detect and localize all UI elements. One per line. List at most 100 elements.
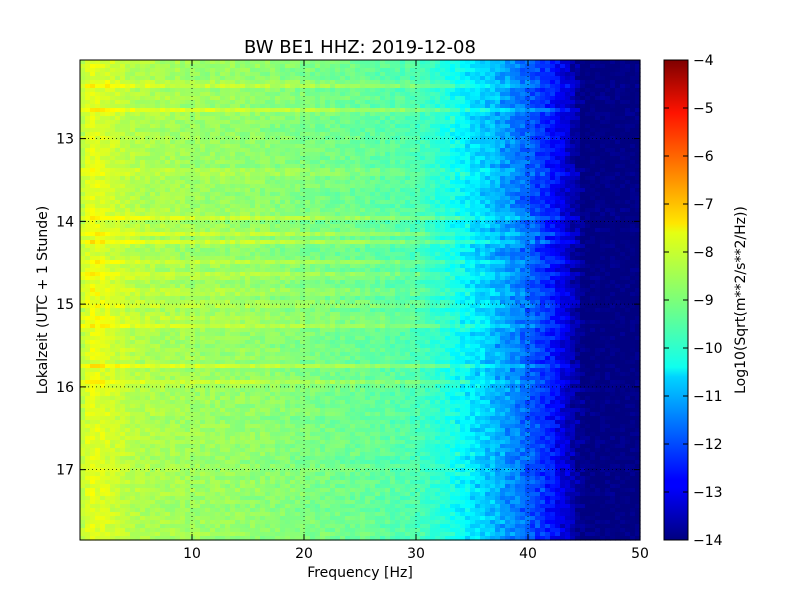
heatmap-cell (125, 212, 131, 217)
heatmap-cell (515, 140, 521, 145)
heatmap-cell (415, 72, 421, 77)
heatmap-cell (635, 148, 641, 153)
heatmap-cell (615, 76, 621, 81)
heatmap-cell (315, 128, 321, 133)
heatmap-cell (455, 212, 461, 217)
heatmap-cell (385, 60, 391, 65)
heatmap-cell (460, 164, 466, 169)
heatmap-cell (90, 112, 96, 117)
heatmap-cell (550, 104, 556, 109)
heatmap-cell (495, 104, 501, 109)
heatmap-cell (430, 200, 436, 205)
heatmap-cell (85, 228, 91, 233)
heatmap-cell (580, 136, 586, 141)
heatmap-cell (525, 204, 531, 209)
heatmap-cell (550, 140, 556, 145)
heatmap-cell (420, 112, 426, 117)
heatmap-cell (135, 120, 141, 125)
heatmap-cell (585, 132, 591, 137)
heatmap-cell (510, 140, 516, 145)
heatmap-cell (300, 156, 306, 161)
heatmap-cell (215, 232, 221, 237)
heatmap-cell (390, 168, 396, 173)
heatmap-cell (315, 160, 321, 165)
heatmap-cell (310, 184, 316, 189)
heatmap-cell (150, 232, 156, 237)
heatmap-cell (210, 160, 216, 165)
heatmap-cell (550, 172, 556, 177)
heatmap-cell (365, 116, 371, 121)
heatmap-cell (480, 232, 486, 237)
heatmap-cell (135, 176, 141, 181)
heatmap-cell (405, 148, 411, 153)
heatmap-cell (320, 68, 326, 73)
heatmap-cell (135, 116, 141, 121)
heatmap-cell (290, 104, 296, 109)
heatmap-cell (425, 124, 431, 129)
heatmap-cell (270, 192, 276, 197)
heatmap-cell (330, 160, 336, 165)
heatmap-cell (240, 124, 246, 129)
heatmap-cell (340, 160, 346, 165)
heatmap-cell (225, 116, 231, 121)
heatmap-cell (330, 64, 336, 69)
heatmap-cell (610, 220, 616, 225)
heatmap-cell (520, 168, 526, 173)
heatmap-cell (465, 144, 471, 149)
heatmap-cell (280, 188, 286, 193)
heatmap-cell (315, 156, 321, 161)
heatmap-cell (495, 140, 501, 145)
heatmap-cell (95, 212, 101, 217)
heatmap-cell (620, 184, 626, 189)
heatmap-cell (235, 96, 241, 101)
heatmap-cell (260, 164, 266, 169)
heatmap-cell (635, 192, 641, 197)
heatmap-cell (145, 96, 151, 101)
heatmap-cell (245, 144, 251, 149)
heatmap-cell (140, 228, 146, 233)
heatmap-cell (205, 176, 211, 181)
heatmap-cell (215, 172, 221, 177)
heatmap-cell (335, 108, 341, 113)
heatmap-cell (340, 192, 346, 197)
heatmap-cell (210, 164, 216, 169)
heatmap-cell (80, 128, 86, 133)
heatmap-cell (335, 188, 341, 193)
heatmap-cell (570, 212, 576, 217)
heatmap-cell (315, 232, 321, 237)
heatmap-cell (130, 172, 136, 177)
heatmap-cell (160, 116, 166, 121)
heatmap-cell (520, 72, 526, 77)
heatmap-cell (300, 108, 306, 113)
heatmap-cell (340, 100, 346, 105)
heatmap-cell (275, 136, 281, 141)
heatmap-cell (380, 236, 386, 241)
heatmap-cell (215, 112, 221, 117)
heatmap-cell (620, 188, 626, 193)
heatmap-cell (420, 148, 426, 153)
heatmap-cell (135, 216, 141, 221)
heatmap-cell (605, 156, 611, 161)
heatmap-cell (615, 152, 621, 157)
heatmap-cell (610, 72, 616, 77)
heatmap-cell (115, 192, 121, 197)
heatmap-cell (335, 136, 341, 141)
heatmap-cell (400, 108, 406, 113)
heatmap-cell (195, 168, 201, 173)
heatmap-cell (205, 208, 211, 213)
heatmap-cell (290, 112, 296, 117)
heatmap-cell (375, 108, 381, 113)
heatmap-cell (460, 168, 466, 173)
heatmap-cell (410, 88, 416, 93)
heatmap-cell (600, 96, 606, 101)
heatmap-cell (540, 160, 546, 165)
heatmap-cell (215, 120, 221, 125)
heatmap-cell (235, 164, 241, 169)
heatmap-cell (110, 104, 116, 109)
heatmap-cell (375, 96, 381, 101)
heatmap-cell (315, 208, 321, 213)
heatmap-cell (90, 132, 96, 137)
heatmap-cell (440, 124, 446, 129)
heatmap-cell (145, 84, 151, 89)
heatmap-cell (150, 216, 156, 221)
